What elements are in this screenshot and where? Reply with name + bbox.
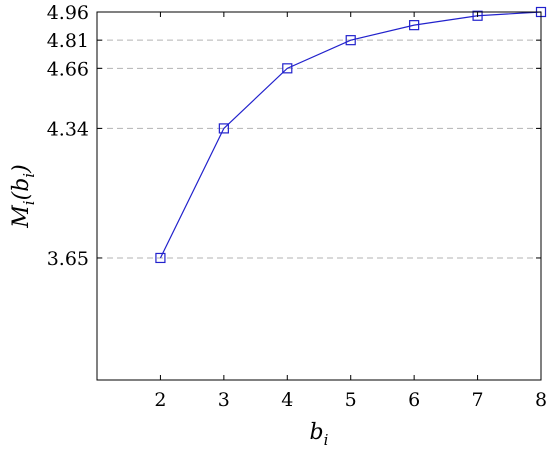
x-axis-title-sub: i <box>324 431 329 449</box>
series-layer <box>155 6 547 264</box>
x-tick-label-4: 6 <box>408 389 420 411</box>
grid-lines <box>97 11 541 259</box>
y-axis-title-sub1: i <box>20 200 38 205</box>
y-axis-title-close: ) <box>9 164 34 174</box>
x-tick-labels: 2 3 4 5 6 7 8 <box>154 389 547 411</box>
tick-marks <box>97 11 542 380</box>
data-point-0-5 <box>472 10 483 21</box>
data-point-0-4 <box>409 20 420 31</box>
plot-frame <box>96 11 542 381</box>
y-tick-labels: 3.65 4.34 4.66 4.81 4.96 <box>47 2 89 270</box>
y-tick-label-3: 4.81 <box>47 30 89 52</box>
x-tick-label-5: 7 <box>472 389 484 411</box>
data-point-0-2 <box>282 63 293 74</box>
x-tick-label-6: 8 <box>535 389 547 411</box>
x-tick-label-2: 4 <box>281 389 293 411</box>
data-point-0-1 <box>218 123 229 134</box>
y-axis-title: Mi(bi) <box>9 164 38 228</box>
y-axis-title-arg: b <box>9 178 34 192</box>
y-axis-title-sub2: i <box>20 173 38 178</box>
data-point-0-0 <box>155 252 166 264</box>
data-point-0-3 <box>345 35 356 46</box>
x-tick-label-3: 5 <box>345 389 357 411</box>
x-axis-title-main: b <box>310 420 324 445</box>
y-tick-label-0: 3.65 <box>47 248 89 270</box>
x-axis-title: bi <box>310 420 329 449</box>
y-tick-label-1: 4.34 <box>47 118 89 140</box>
x-tick-label-0: 2 <box>154 389 166 411</box>
y-tick-label-2: 4.66 <box>47 58 89 80</box>
y-tick-label-4: 4.96 <box>47 2 89 24</box>
y-axis-title-open: ( <box>9 191 34 200</box>
y-axis-title-main: M <box>9 205 34 229</box>
series-line-0 <box>159 11 542 259</box>
x-tick-label-1: 3 <box>218 389 230 411</box>
